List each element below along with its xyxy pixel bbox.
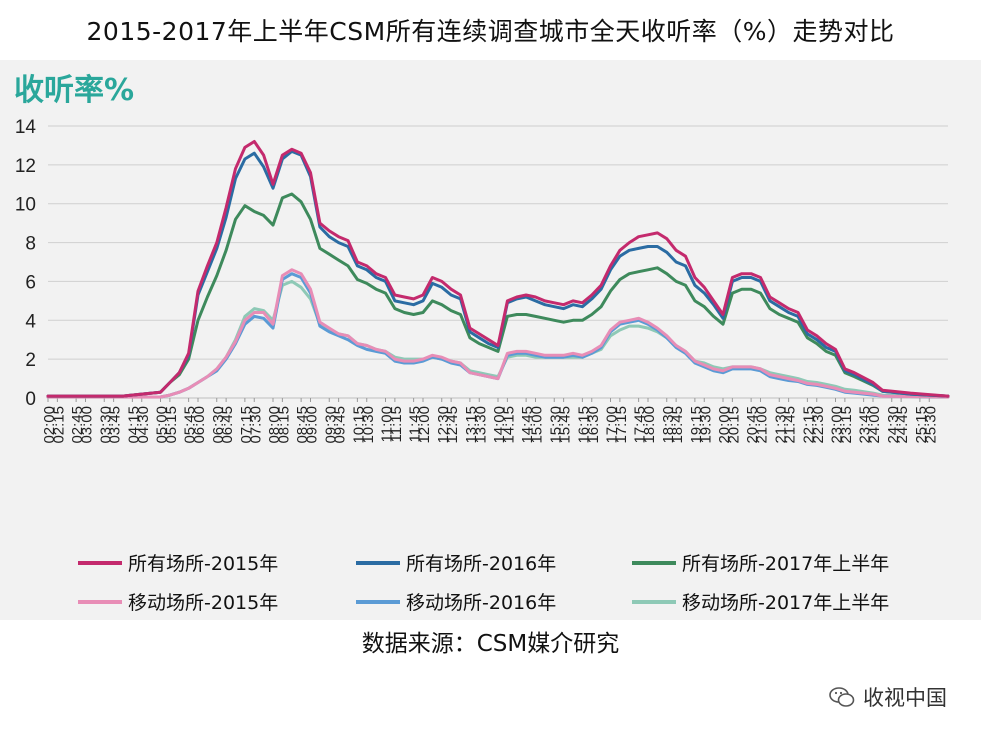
x-tick-label: 13:30 bbox=[472, 406, 489, 444]
x-tick-label: 12:00 bbox=[416, 406, 433, 444]
x-tick-label: 17:15 bbox=[613, 406, 630, 444]
legend-label: 所有场所-2017年上半年 bbox=[682, 553, 889, 575]
series-line bbox=[46, 149, 950, 398]
x-tick-label: 13:15 bbox=[463, 406, 480, 444]
x-tick-label: 05:45 bbox=[182, 406, 199, 444]
x-tick-label: 20:45 bbox=[744, 406, 761, 444]
source-note: 数据来源：CSM媒介研究 bbox=[361, 631, 620, 657]
x-tick-label: 11:45 bbox=[407, 406, 424, 442]
x-tick-label: 17:45 bbox=[632, 406, 649, 444]
x-tick-label: 20:15 bbox=[725, 406, 742, 444]
x-tick-label: 04:15 bbox=[125, 406, 142, 444]
x-tick-label: 04:30 bbox=[135, 406, 152, 444]
x-tick-label: 09:00 bbox=[304, 406, 321, 444]
x-tick-label: 18:00 bbox=[641, 406, 658, 444]
x-tick-label: 24:30 bbox=[885, 406, 902, 444]
x-tick-label: 07:15 bbox=[238, 406, 255, 444]
x-tick-label: 23:15 bbox=[838, 406, 855, 444]
series-line bbox=[46, 192, 950, 398]
x-tick-label: 24:45 bbox=[894, 406, 911, 444]
series-line bbox=[46, 268, 950, 399]
x-tick-label: 25:15 bbox=[913, 406, 930, 444]
x-tick-label: 21:45 bbox=[782, 406, 799, 444]
x-tick-label: 03:45 bbox=[107, 406, 124, 444]
legend: 所有场所-2015年 所有场所-2016年 所有场所-2017年上半年移动场所-20… bbox=[78, 553, 889, 614]
x-tick-label: 22:30 bbox=[810, 406, 827, 444]
x-tick-label: 20:00 bbox=[716, 406, 733, 444]
x-tick-label: 09:30 bbox=[322, 406, 339, 444]
y-tick-labels: 0 2 4 6 8 10 12 14 bbox=[15, 117, 37, 410]
legend-label: 移动场所-2016年 bbox=[406, 592, 556, 614]
x-tick-label: 12:45 bbox=[444, 406, 461, 444]
series-line bbox=[46, 272, 950, 399]
x-tick-label: 24:00 bbox=[866, 406, 883, 444]
x-tick-label: 06:30 bbox=[210, 406, 227, 444]
x-tick-label: 07:30 bbox=[247, 406, 264, 444]
y-axis-label: 收听率% bbox=[14, 73, 134, 108]
x-tick-label: 21:30 bbox=[772, 406, 789, 444]
x-tick-label: 02:15 bbox=[50, 406, 67, 444]
x-tick-label: 23:00 bbox=[829, 406, 846, 444]
x-tick-label: 22:15 bbox=[800, 406, 817, 444]
y-tick-label: 0 bbox=[25, 389, 36, 410]
x-tick-label: 12:30 bbox=[435, 406, 452, 444]
chart-area: 收听率% 0 2 4 6 8 10 12 14 02:00 02:15 02:45 03:00 03:… bbox=[0, 60, 981, 620]
legend-label: 所有场所-2015年 bbox=[128, 553, 278, 575]
watermark: 收视中国 bbox=[829, 682, 947, 712]
series-line bbox=[46, 140, 950, 398]
series-lines bbox=[46, 140, 950, 399]
x-tick-label: 05:00 bbox=[154, 406, 171, 444]
x-tick-label: 14:45 bbox=[519, 406, 536, 444]
x-tick-label: 10:30 bbox=[360, 406, 377, 444]
x-tick-label: 11:00 bbox=[379, 406, 396, 442]
x-tick-label: 06:00 bbox=[191, 406, 208, 444]
x-tick-label: 19:15 bbox=[688, 406, 705, 444]
x-tick-label: 16:30 bbox=[585, 406, 602, 444]
x-tick-label: 25:30 bbox=[922, 406, 939, 444]
y-tick-label: 4 bbox=[25, 311, 36, 332]
x-tick-label: 15:30 bbox=[547, 406, 564, 444]
x-tick-label: 06:45 bbox=[219, 406, 236, 444]
legend-label: 移动场所-2015年 bbox=[128, 592, 278, 614]
x-tick-label: 16:15 bbox=[575, 406, 592, 444]
y-tick-label: 10 bbox=[15, 195, 36, 216]
x-tick-label: 11:15 bbox=[388, 406, 405, 442]
x-tick-label: 05:15 bbox=[163, 406, 180, 444]
x-tick-label: 21:00 bbox=[754, 406, 771, 444]
y-tick-label: 12 bbox=[15, 156, 36, 177]
x-tick-label: 15:45 bbox=[557, 406, 574, 444]
y-tick-label: 14 bbox=[15, 117, 37, 138]
watermark-text: 收视中国 bbox=[863, 686, 947, 710]
x-tick-label: 14:00 bbox=[491, 406, 508, 444]
x-tick-label: 17:00 bbox=[604, 406, 621, 444]
chart-title: 2015-2017年上半年CSM所有连续调查城市全天收听率（%）走势对比 bbox=[86, 17, 895, 46]
x-tick-label: 02:00 bbox=[41, 406, 58, 444]
x-tick-label: 18:45 bbox=[669, 406, 686, 444]
x-tick-label: 03:00 bbox=[79, 406, 96, 444]
y-tick-label: 2 bbox=[25, 350, 36, 371]
x-tick-label: 18:30 bbox=[660, 406, 677, 444]
legend-label: 移动场所-2017年上半年 bbox=[682, 592, 889, 614]
wechat-icon bbox=[829, 687, 855, 707]
x-tick-label: 14:15 bbox=[500, 406, 517, 444]
x-tick-label: 23:45 bbox=[857, 406, 874, 444]
x-tick-label: 19:30 bbox=[697, 406, 714, 444]
y-tick-label: 6 bbox=[25, 272, 36, 293]
x-tick-label: 02:45 bbox=[69, 406, 86, 444]
x-tick-label: 08:45 bbox=[294, 406, 311, 444]
legend-label: 所有场所-2016年 bbox=[406, 553, 556, 575]
x-tick-label: 09:45 bbox=[332, 406, 349, 444]
x-tick-label: 08:00 bbox=[266, 406, 283, 444]
x-tick-label: 15:00 bbox=[529, 406, 546, 444]
x-tick-label: 10:15 bbox=[350, 406, 367, 444]
x-tick-label: 08:15 bbox=[275, 406, 292, 444]
x-tick-label: 03:30 bbox=[97, 406, 114, 444]
y-tick-label: 8 bbox=[25, 234, 36, 255]
